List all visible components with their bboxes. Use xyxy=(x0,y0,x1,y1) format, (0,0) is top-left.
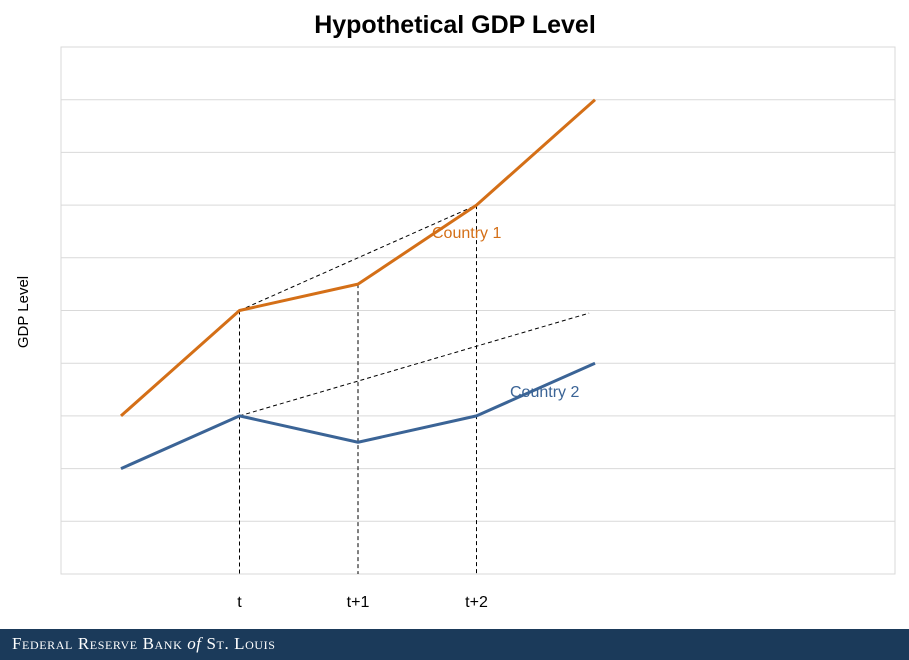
series-label-country-1: Country 1 xyxy=(432,225,501,242)
x-tick-labels: t t+1 t+2 xyxy=(237,594,488,611)
trend-line xyxy=(239,204,477,311)
series-label-country-2: Country 2 xyxy=(510,384,579,401)
x-tick-label: t+1 xyxy=(347,594,370,611)
y-axis-label: GDP Level xyxy=(15,276,32,348)
series-line-1 xyxy=(120,98,596,418)
trend-lines xyxy=(239,204,590,417)
footer-brand-part1: Federal Reserve Bank xyxy=(12,634,188,653)
footer-brand-part2: St. Louis xyxy=(201,634,276,653)
footer-brand-of: of xyxy=(187,634,202,653)
x-tick-label: t xyxy=(237,594,242,611)
x-tick-label: t+2 xyxy=(465,594,488,611)
footer-banner: Federal Reserve Bank of St. Louis xyxy=(0,629,909,660)
trend-line xyxy=(239,312,590,417)
chart-title: Hypothetical GDP Level xyxy=(314,11,596,39)
footer-brand: Federal Reserve Bank of St. Louis xyxy=(12,634,276,654)
drop-lines xyxy=(239,205,477,574)
series-line-2 xyxy=(120,361,596,470)
chart: Hypothetical GDP Level GDP Level t t+1 t+2… xyxy=(15,11,896,611)
gridlines xyxy=(61,46,895,522)
series-lines xyxy=(120,98,596,470)
